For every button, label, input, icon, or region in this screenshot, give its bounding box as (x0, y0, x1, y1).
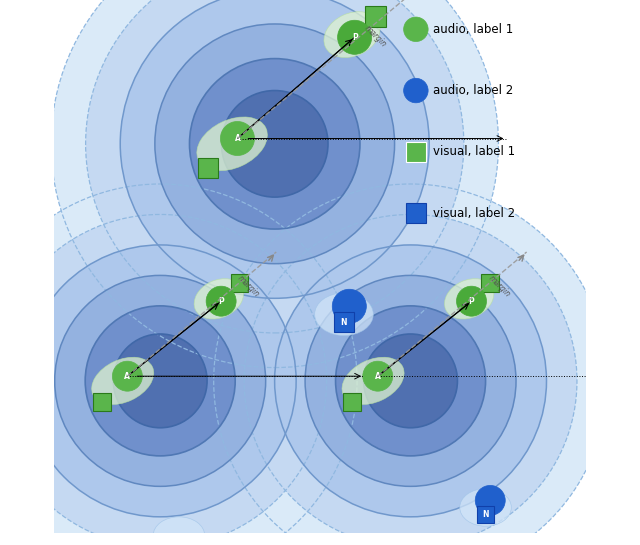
Bar (477, 506, 495, 523)
Circle shape (456, 286, 486, 316)
Circle shape (214, 184, 607, 545)
Text: N: N (340, 318, 348, 327)
Bar (170, 534, 188, 545)
Circle shape (120, 0, 429, 298)
Bar (93, 393, 111, 411)
Text: N: N (176, 538, 182, 545)
Bar (406, 142, 426, 162)
Circle shape (51, 0, 499, 367)
Bar (198, 158, 218, 178)
Circle shape (404, 78, 428, 103)
Circle shape (335, 306, 486, 456)
Circle shape (24, 245, 296, 517)
Circle shape (305, 275, 516, 486)
Ellipse shape (92, 358, 154, 404)
Circle shape (275, 245, 547, 517)
Ellipse shape (194, 278, 243, 319)
Circle shape (0, 184, 357, 545)
Circle shape (220, 122, 255, 155)
Circle shape (404, 17, 428, 41)
Circle shape (86, 0, 464, 333)
Circle shape (332, 289, 366, 323)
Circle shape (476, 486, 505, 516)
Circle shape (337, 20, 372, 54)
Bar (230, 274, 248, 292)
Text: margin: margin (363, 24, 388, 50)
Text: A: A (234, 134, 241, 143)
Ellipse shape (445, 278, 494, 319)
Text: margin: margin (486, 274, 512, 299)
Circle shape (113, 361, 142, 391)
Circle shape (364, 334, 458, 428)
Text: P: P (468, 296, 474, 306)
Text: visual, label 2: visual, label 2 (433, 207, 516, 220)
Ellipse shape (315, 293, 373, 336)
Circle shape (113, 334, 207, 428)
Bar (334, 312, 354, 332)
Ellipse shape (197, 117, 268, 171)
Bar (481, 274, 499, 292)
Ellipse shape (324, 11, 380, 58)
Circle shape (54, 275, 266, 486)
Circle shape (189, 59, 360, 229)
Circle shape (206, 286, 236, 316)
Text: audio, label 1: audio, label 1 (433, 23, 514, 36)
Circle shape (0, 215, 326, 545)
Circle shape (85, 306, 235, 456)
Circle shape (363, 361, 393, 391)
Bar (343, 393, 361, 411)
Text: visual, label 1: visual, label 1 (433, 146, 516, 158)
Circle shape (244, 215, 577, 545)
Ellipse shape (342, 358, 404, 404)
Text: P: P (352, 33, 358, 42)
Text: A: A (124, 372, 131, 381)
Ellipse shape (460, 489, 511, 526)
Circle shape (221, 90, 328, 197)
Circle shape (155, 24, 395, 264)
Text: margin: margin (236, 274, 262, 299)
Bar (365, 7, 385, 27)
Bar (406, 203, 426, 223)
Text: N: N (483, 510, 489, 519)
Text: P: P (218, 296, 224, 306)
Text: A: A (375, 372, 381, 381)
Text: audio, label 2: audio, label 2 (433, 84, 514, 97)
Ellipse shape (153, 517, 205, 545)
